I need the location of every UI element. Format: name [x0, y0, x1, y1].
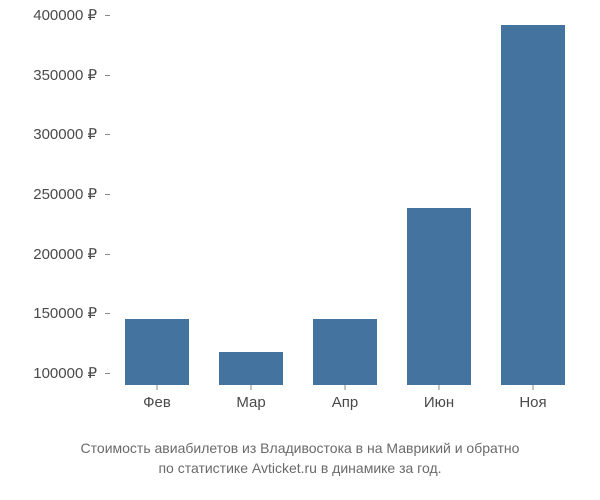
- x-tick-mark: [439, 385, 440, 390]
- caption-line-1: Стоимость авиабилетов из Владивостока в …: [81, 440, 520, 456]
- caption-line-2: по статистике Avticket.ru в динамике за …: [158, 460, 441, 476]
- x-tick-label: Апр: [332, 394, 358, 411]
- y-tick-label: 250000 ₽: [33, 185, 97, 203]
- x-tick-mark: [345, 385, 346, 390]
- x-tick-mark: [533, 385, 534, 390]
- y-tick-label: 200000 ₽: [33, 245, 97, 263]
- price-chart: 100000 ₽ 150000 ₽ 200000 ₽ 250000 ₽ 300000 ₽…: [0, 0, 600, 430]
- y-tick-label: 300000 ₽: [33, 125, 97, 143]
- bar: [219, 352, 283, 385]
- y-tick-label: 150000 ₽: [33, 304, 97, 322]
- y-tick-label: 400000 ₽: [33, 6, 97, 24]
- bar: [407, 208, 471, 385]
- x-tick-label: Мар: [236, 394, 265, 411]
- y-axis: 100000 ₽ 150000 ₽ 200000 ₽ 250000 ₽ 300000 ₽…: [0, 15, 105, 385]
- bar: [125, 319, 189, 385]
- bar: [501, 25, 565, 385]
- x-axis: Фев Мар Апр Июн Ноя: [110, 388, 580, 418]
- x-tick-mark: [251, 385, 252, 390]
- x-tick-mark: [157, 385, 158, 390]
- chart-caption: Стоимость авиабилетов из Владивостока в …: [0, 438, 600, 479]
- bar: [313, 319, 377, 385]
- x-tick-label: Фев: [143, 394, 171, 411]
- y-tick-label: 350000 ₽: [33, 66, 97, 84]
- x-tick-label: Ноя: [519, 394, 546, 411]
- x-tick-label: Июн: [424, 394, 454, 411]
- y-tick-label: 100000 ₽: [33, 364, 97, 382]
- plot-area: [110, 15, 580, 385]
